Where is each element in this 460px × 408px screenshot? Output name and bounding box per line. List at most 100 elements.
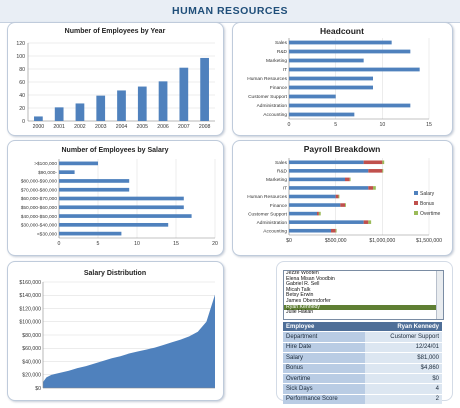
- legend-label: Salary: [420, 191, 435, 197]
- details-value: Customer Support: [364, 331, 442, 343]
- y-tick-label: Finance: [270, 203, 287, 209]
- bar-segment: [289, 186, 369, 190]
- details-label: Performance Score: [283, 394, 365, 406]
- y-tick-label: 100: [16, 54, 25, 60]
- bar: [34, 116, 43, 121]
- bar: [59, 222, 169, 227]
- employees-by-salary-panel: Number of Employees by Salary 0 5 10 15 20 >$1…: [7, 140, 224, 256]
- list-scrollbar[interactable]: [436, 271, 443, 319]
- x-tick-label: 2008: [199, 124, 211, 130]
- bar: [137, 86, 147, 121]
- employee-list-item[interactable]: James Oberndorfer: [286, 297, 331, 304]
- bar-segment: [345, 203, 346, 207]
- employee-list-item[interactable]: Julie Hakan: [286, 309, 314, 316]
- details-label: Salary: [283, 352, 365, 364]
- y-tick-label: $30,000-$40,000: [21, 223, 58, 229]
- employee-list-item[interactable]: Jezze Wooten: [286, 270, 319, 276]
- y-tick-label: $70,000-$80,000: [21, 187, 58, 193]
- bar: [59, 179, 130, 183]
- details-row: Salary $81,000: [283, 352, 442, 364]
- bar-segment: [289, 203, 341, 207]
- details-row: Department Customer Support: [283, 331, 442, 343]
- x-tick-label: $0: [286, 238, 292, 244]
- bar-segment: [318, 211, 321, 216]
- details-row: Bonus $4,860: [283, 363, 442, 374]
- x-tick-label: $1,000,000: [369, 238, 395, 244]
- bar-segment: [382, 169, 384, 173]
- employee-list-item[interactable]: Elena Misan Voodbin: [286, 275, 335, 282]
- x-tick-label: 2001: [53, 124, 65, 130]
- employees-by-year-panel: Number of Employees by Year 0 20 40 60 80 100 1…: [7, 22, 224, 136]
- y-tick-label: R&D: [277, 169, 288, 175]
- y-tick-label: $50,000-$60,000: [21, 205, 58, 211]
- y-tick-label: $100,000: [19, 320, 41, 326]
- y-tick-label: $60,000-$70,000: [21, 196, 58, 202]
- bar-segment: [335, 228, 337, 233]
- bar: [59, 196, 184, 201]
- employee-list[interactable]: Jezze Wooten Elena Misan Voodbin Gabriel R…: [283, 270, 444, 320]
- bar: [289, 58, 364, 63]
- employee-list-item[interactable]: Micah Talk: [286, 286, 311, 293]
- details-row: Hire Date 12/24/01: [283, 342, 442, 354]
- employee-list-item[interactable]: Gabriel R. Sell: [286, 281, 320, 288]
- details-label: Hire Date: [283, 342, 365, 354]
- x-tick-label: $1,500,000: [416, 238, 442, 244]
- area-series: [43, 294, 215, 388]
- bar: [54, 107, 64, 121]
- x-tick-label: 10: [134, 241, 140, 247]
- details-value: $81,000: [364, 352, 442, 364]
- y-tick-label: Administration: [257, 103, 288, 109]
- bar-segment: [289, 169, 369, 173]
- x-tick-label: 15: [426, 122, 432, 128]
- legend-swatch: [414, 191, 418, 195]
- details-label: Department: [283, 331, 365, 343]
- x-tick-label: 20: [212, 241, 218, 247]
- x-tick-label: 0: [58, 241, 61, 247]
- bar-segment: [368, 186, 373, 190]
- bar-segment: [363, 160, 383, 165]
- bar: [158, 81, 168, 121]
- headcount-panel: Headcount 0 5 10 15 Sales R&D Marketing IT Human …: [232, 22, 453, 136]
- chart-title: Salary Distribution: [84, 270, 146, 277]
- bar-segment: [338, 194, 340, 199]
- y-tick-label: $40,000: [22, 359, 41, 365]
- bar: [59, 214, 192, 218]
- chart-title: Number of Employees by Salary: [62, 147, 169, 154]
- details-row: Performance Score 2: [283, 394, 442, 406]
- y-tick-label: $40,000-$50,000: [21, 214, 58, 220]
- employee-list-item[interactable]: Betsy Erwin: [286, 292, 314, 299]
- bar-segment: [368, 169, 383, 173]
- bar-segment: [289, 228, 331, 233]
- y-tick-label: Human Resources: [247, 76, 287, 82]
- x-tick-label: 2004: [116, 124, 128, 130]
- y-tick-label: $90,000-: [38, 170, 57, 176]
- y-tick-label: Finance: [270, 85, 287, 91]
- details-label: Overtime: [283, 373, 365, 385]
- y-tick-label: IT: [283, 186, 287, 192]
- bar-segment: [335, 194, 339, 199]
- y-tick-label: Marketing: [266, 58, 287, 64]
- details-value: 12/24/01: [364, 342, 442, 354]
- employee-details-table: Employee Ryan Kennedy Department Customer…: [283, 322, 442, 406]
- bar-segment: [331, 228, 336, 233]
- y-tick-label: 120: [16, 41, 25, 47]
- bar: [75, 103, 85, 121]
- bar: [289, 76, 373, 81]
- x-tick-label: 15: [173, 241, 179, 247]
- payroll-breakdown-chart: Payroll Breakdown $0 $500,000 $1,000,000 $1,…: [247, 144, 442, 244]
- bar-segment: [289, 160, 364, 165]
- y-tick-label: $160,000: [19, 280, 41, 286]
- x-tick-label: 2000: [33, 124, 45, 130]
- employee-list-item[interactable]: Ryan Kennedy: [284, 304, 443, 311]
- bar-segment: [349, 177, 351, 182]
- y-tick-label: 60: [19, 80, 25, 86]
- bar-segment: [317, 211, 319, 216]
- y-tick-label: $20,000: [22, 373, 41, 379]
- y-tick-label: Human Resources: [247, 194, 287, 200]
- y-tick-label: Customer Support: [248, 94, 288, 100]
- y-tick-label: 0: [22, 119, 25, 125]
- y-tick-label: >$100,000: [34, 161, 57, 167]
- bar-segment: [382, 160, 385, 165]
- bar: [59, 187, 130, 192]
- y-tick-label: $120,000: [19, 306, 41, 312]
